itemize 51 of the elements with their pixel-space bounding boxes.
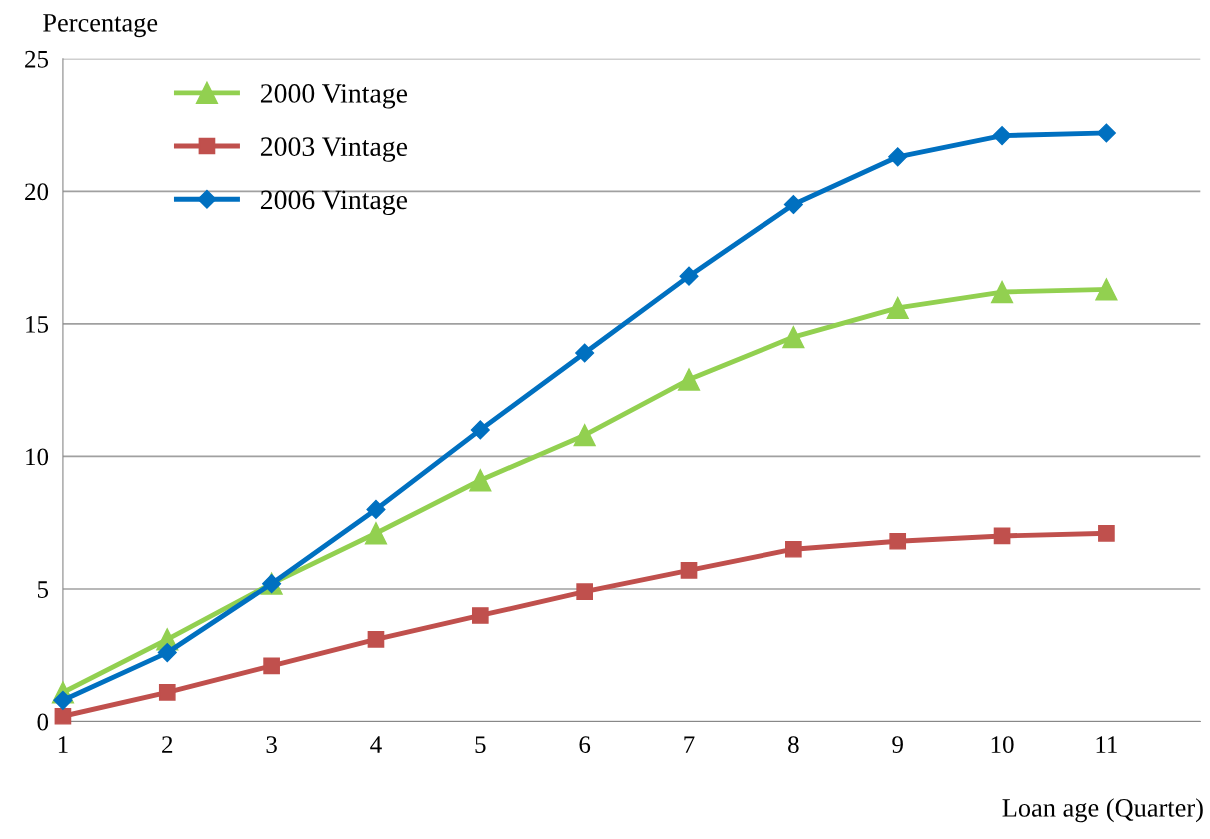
x-tick-label: 3	[266, 736, 277, 754]
y-tick-label: 20	[25, 183, 49, 201]
point	[886, 296, 909, 320]
legend-label: 2006 Vintage	[260, 190, 408, 215]
point	[157, 643, 177, 663]
x-tick-label: 9	[892, 736, 903, 754]
x-tick-label: 2	[162, 736, 173, 753]
point	[993, 527, 1011, 545]
y-tick-label: 0	[37, 713, 49, 731]
x-tick-label: 11	[1096, 736, 1117, 753]
point	[158, 684, 176, 701]
point	[783, 195, 803, 215]
y-tick-label: 10	[26, 448, 49, 466]
point	[575, 343, 595, 363]
point	[677, 368, 701, 391]
point	[782, 325, 805, 349]
point	[888, 147, 908, 167]
point	[990, 280, 1014, 304]
x-tick-label: 5	[475, 736, 486, 754]
point	[992, 126, 1012, 146]
y-tick-label: 5	[37, 581, 49, 598]
x-axis-title: Loan age (Quarter)	[1002, 798, 1203, 823]
point	[1096, 123, 1116, 143]
y-tick-label: 15	[26, 316, 49, 333]
point	[263, 657, 280, 675]
point	[470, 420, 490, 440]
point	[471, 607, 489, 624]
x-tick-label: 7	[684, 736, 695, 753]
point	[366, 499, 386, 519]
point	[469, 469, 492, 492]
point	[680, 562, 698, 579]
x-tick-label: 1	[58, 736, 68, 753]
y-axis-title: Percentage	[43, 14, 158, 38]
point	[889, 532, 907, 550]
point	[367, 631, 385, 648]
point	[785, 540, 802, 558]
x-tick-label: 8	[788, 736, 799, 754]
point	[1095, 278, 1118, 301]
x-tick-label: 4	[370, 736, 382, 753]
legend-label: 2003 Vintage	[260, 137, 408, 162]
point	[576, 583, 593, 600]
y-tick-label: 25	[25, 50, 49, 68]
point	[573, 424, 596, 447]
legend-label: 2000 Vintage	[260, 84, 408, 109]
point	[53, 690, 73, 710]
point	[1098, 524, 1115, 542]
x-tick-label: 6	[579, 736, 591, 754]
point	[679, 266, 699, 286]
x-tick-label: 10	[991, 736, 1014, 754]
point	[54, 707, 72, 725]
point	[364, 522, 388, 545]
